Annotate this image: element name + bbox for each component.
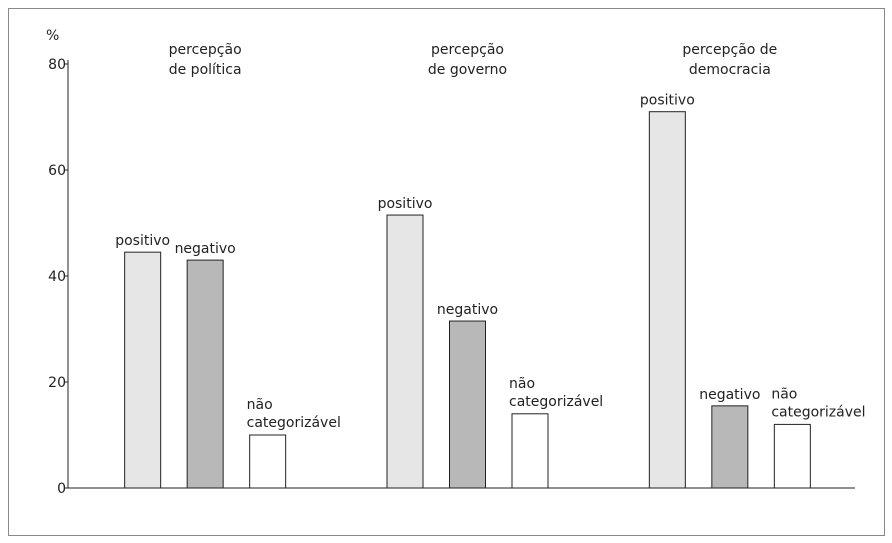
- group-title: de política: [169, 62, 242, 78]
- bar-label: negativo: [699, 387, 760, 403]
- group-title: de governo: [428, 62, 507, 78]
- y-tick-label: 60: [48, 163, 66, 179]
- bar-label: não categorizável: [247, 397, 341, 431]
- bar: [186, 259, 224, 489]
- y-tick-label: 20: [48, 375, 66, 391]
- bar-label: negativo: [175, 241, 236, 257]
- bar: [711, 405, 749, 489]
- bar-label: positivo: [378, 196, 433, 212]
- bar-label: negativo: [437, 302, 498, 318]
- bar: [449, 320, 486, 489]
- bar-label: positivo: [640, 93, 695, 109]
- group-title: percepção: [169, 42, 242, 58]
- bar-label: positivo: [115, 233, 170, 249]
- bar: [511, 413, 549, 489]
- group-title: percepção: [431, 42, 504, 58]
- bar: [773, 423, 811, 489]
- bar-label: não categorizável: [509, 376, 603, 410]
- group-title: democracia: [689, 62, 771, 78]
- bar-label: não categorizável: [771, 386, 865, 420]
- y-tick-label: 40: [48, 269, 66, 285]
- bar: [124, 251, 162, 489]
- bar: [386, 214, 424, 489]
- bar: [648, 111, 686, 489]
- group-title: percepção de: [682, 42, 777, 58]
- y-tick-label: 0: [57, 481, 66, 497]
- y-tick-label: 80: [48, 57, 66, 73]
- bar: [249, 434, 287, 489]
- y-axis-label: %: [46, 28, 59, 44]
